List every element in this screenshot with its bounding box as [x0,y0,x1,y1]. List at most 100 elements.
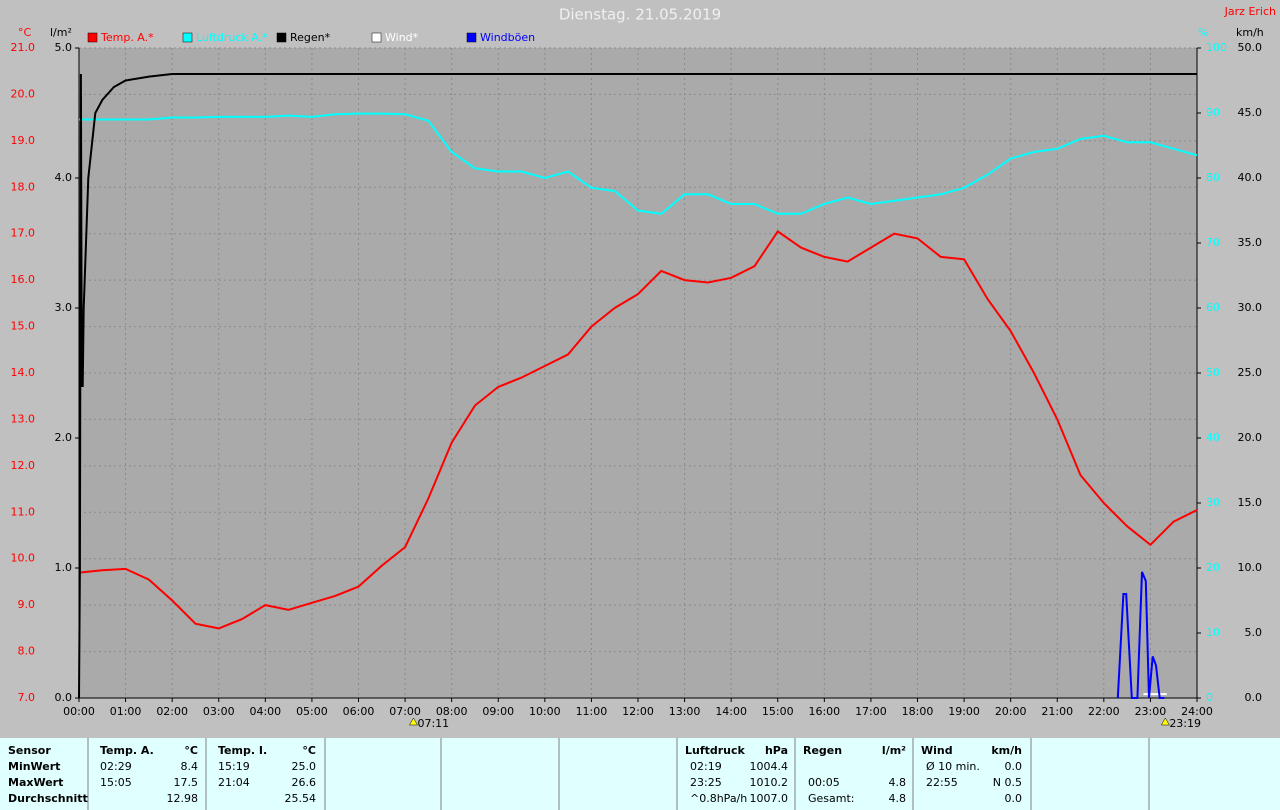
annotation-label: 07:11 [417,717,449,730]
y4-tick-label: 25.0 [1238,366,1263,379]
annotation-marker [409,717,418,726]
y3-tick-label: 100 [1206,41,1227,54]
chart-title: Dienstag. 21.05.2019 [559,6,721,24]
series-line [78,73,1197,699]
table-cell: N 0.5 [993,776,1022,789]
y3-tick-label: 10 [1206,626,1220,639]
y-axis-unit: °C [18,26,32,39]
y2-tick-label: 5.0 [55,41,73,54]
table-header: Luftdruck [685,744,746,757]
legend-swatch [87,32,98,43]
x-tick-label: 22:00 [1088,705,1120,718]
table-header: Regen [803,744,842,757]
y-tick-label: 17.0 [11,227,36,240]
y4-tick-label: 10.0 [1238,561,1263,574]
y3-tick-label: 90 [1206,106,1220,119]
table-cell: 12.98 [167,792,199,805]
y-tick-label: 21.0 [11,41,36,54]
legend-swatch [371,32,382,43]
table-cell: 17.5 [174,776,199,789]
y4-tick-label: 30.0 [1238,301,1263,314]
x-tick-label: 10:00 [529,705,561,718]
legend-label: Windböen [480,31,535,44]
table-cell: 4.8 [889,776,907,789]
table-cell: Durchschnitt [8,792,88,805]
y4-tick-label: 50.0 [1238,41,1263,54]
table-cell: 4.8 [889,792,907,805]
y-tick-label: 9.0 [18,598,36,611]
y4-tick-label: 5.0 [1245,626,1263,639]
y2-tick-label: 0.0 [55,691,73,704]
table-cell: ^0.8hPa/h [690,792,747,805]
table-header: hPa [765,744,788,757]
y2-tick-label: 1.0 [55,561,73,574]
x-tick-label: 12:00 [622,705,654,718]
y-tick-label: 8.0 [18,645,36,658]
y4-tick-label: 35.0 [1238,236,1263,249]
table-cell: 22:55 [926,776,958,789]
y3-tick-label: 60 [1206,301,1220,314]
legend-swatch [276,32,287,43]
x-tick-label: 09:00 [482,705,514,718]
table-cell: 25.0 [292,760,317,773]
y2-tick-label: 2.0 [55,431,73,444]
table-cell: 0.0 [1005,792,1023,805]
y-tick-label: 7.0 [18,691,36,704]
y4-tick-label: 20.0 [1238,431,1263,444]
annotation-label: 23:19 [1169,717,1201,730]
y-tick-label: 16.0 [11,273,36,286]
y-tick-label: 14.0 [11,366,36,379]
y3-tick-label: 30 [1206,496,1220,509]
table-cell: 0.0 [1005,760,1023,773]
x-tick-label: 21:00 [1041,705,1073,718]
table-cell: 02:19 [690,760,722,773]
legend-label: Temp. A.* [100,31,154,44]
x-tick-label: 13:00 [669,705,701,718]
y3-tick-label: 0 [1206,691,1213,704]
y-tick-label: 10.0 [11,552,36,565]
x-tick-label: 04:00 [249,705,281,718]
y4-tick-label: 45.0 [1238,106,1263,119]
stats-panel [0,738,1280,810]
x-tick-label: 14:00 [715,705,747,718]
y4-axis-unit: km/h [1236,26,1264,39]
series-line [1116,571,1165,699]
y-tick-label: 19.0 [11,134,36,147]
x-tick-label: 08:00 [436,705,468,718]
table-cell: 00:05 [808,776,840,789]
x-tick-label: 23:00 [1135,705,1167,718]
x-tick-label: 19:00 [948,705,980,718]
table-cell: 23:25 [690,776,722,789]
y-tick-label: 11.0 [11,505,36,518]
y2-tick-label: 4.0 [55,171,73,184]
legend-label: Luftdruck A.* [196,31,268,44]
x-tick-label: 01:00 [110,705,142,718]
annotation-marker [1160,717,1170,726]
y4-tick-label: 0.0 [1245,691,1263,704]
table-cell: MinWert [8,760,60,773]
table-cell: Ø 10 min. [926,760,980,773]
table-cell: 1004.4 [750,760,789,773]
y3-tick-label: 40 [1206,431,1220,444]
y-tick-label: 15.0 [11,320,36,333]
x-tick-label: 16:00 [808,705,840,718]
series-line [78,229,1198,630]
legend-label: Regen* [290,31,331,44]
table-header: °C [184,744,198,757]
y-tick-label: 20.0 [11,87,36,100]
table-cell: 15:19 [218,760,250,773]
series-line [79,112,1198,215]
x-tick-label: 00:00 [63,705,95,718]
x-tick-label: 07:00 [389,705,421,718]
table-cell: 1007.0 [750,792,789,805]
table-header: Wind [921,744,953,757]
x-tick-label: 15:00 [762,705,794,718]
table-header: Temp. I. [218,744,267,757]
x-tick-label: 05:00 [296,705,328,718]
table-header: km/h [991,744,1022,757]
y2-tick-label: 3.0 [55,301,73,314]
legend-label: Wind* [385,31,419,44]
table-header: °C [302,744,316,757]
y3-tick-label: 20 [1206,561,1220,574]
